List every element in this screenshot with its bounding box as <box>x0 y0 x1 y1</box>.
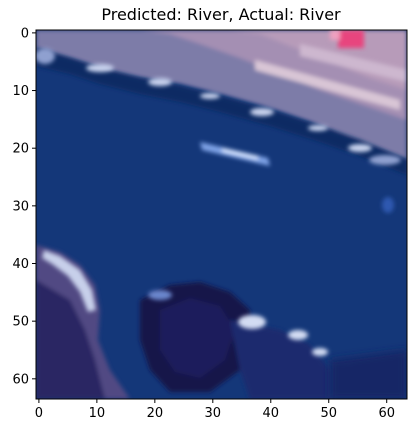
y-tick-label: 60 <box>12 372 29 387</box>
x-axis-ticks: 0 10 20 30 40 50 60 <box>35 399 395 421</box>
x-tick-label: 0 <box>35 406 43 421</box>
chart-title: Predicted: River, Actual: River <box>101 5 341 24</box>
y-tick-label: 40 <box>12 257 29 272</box>
x-tick-label: 30 <box>205 406 222 421</box>
x-tick-label: 60 <box>378 406 395 421</box>
x-tick-label: 20 <box>147 406 164 421</box>
y-tick-label: 30 <box>12 199 29 214</box>
y-tick-label: 0 <box>21 26 29 41</box>
x-tick-label: 10 <box>89 406 106 421</box>
y-axis-ticks: 0 10 20 30 40 50 60 <box>12 26 36 387</box>
satellite-river-image <box>36 30 407 399</box>
y-tick-label: 20 <box>12 142 29 157</box>
image-frame <box>35 29 408 400</box>
y-tick-label: 50 <box>12 315 29 330</box>
x-tick-label: 40 <box>263 406 280 421</box>
y-tick-label: 10 <box>12 84 29 99</box>
x-tick-label: 50 <box>320 406 337 421</box>
